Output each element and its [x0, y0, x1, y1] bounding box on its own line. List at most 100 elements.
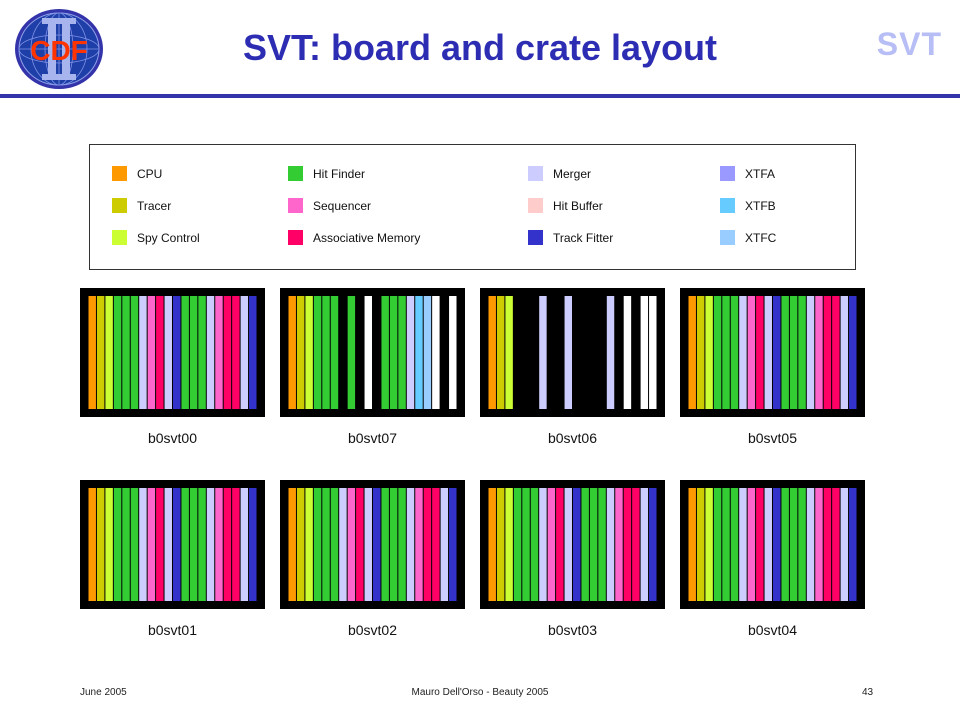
page-number: 43 [862, 687, 874, 698]
board-slot [130, 488, 139, 601]
board-slot [606, 296, 615, 409]
board-slot [232, 296, 240, 409]
legend-label: XTFC [745, 230, 777, 245]
board-slot [623, 296, 632, 409]
board-slot [798, 488, 806, 601]
board-slot [356, 488, 364, 601]
board-slot [623, 488, 632, 601]
legend-item: XTFA [720, 166, 775, 181]
legend-label: XTFB [745, 198, 776, 213]
board-slot [696, 488, 705, 601]
board-slot [347, 296, 356, 409]
board-slot [113, 488, 122, 601]
legend-label: Spy Control [137, 230, 200, 245]
board-slot [522, 296, 530, 409]
board-slot [539, 296, 547, 409]
board-slot [240, 296, 249, 409]
board-slot [564, 296, 572, 409]
board-slot [373, 296, 381, 409]
board-slot [164, 488, 172, 601]
crate-label: b0svt03 [547, 622, 598, 638]
board-slot [815, 488, 823, 601]
board-slot [632, 296, 640, 409]
board-slot [232, 488, 240, 601]
board-slot [449, 296, 457, 409]
board-slot [322, 296, 330, 409]
board-slot [339, 488, 347, 601]
board-slot [288, 296, 296, 409]
board-slot [573, 488, 581, 601]
board-slot [381, 296, 389, 409]
board-slot [505, 488, 513, 601]
board-slot [406, 296, 415, 409]
board-slot [88, 296, 96, 409]
board-slot [389, 488, 398, 601]
board-slot [313, 296, 322, 409]
board-slot [96, 488, 105, 601]
board-slot [773, 488, 781, 601]
board-slot [513, 488, 522, 601]
board-slot [330, 296, 339, 409]
legend-item: Merger [528, 166, 591, 181]
board-slot [189, 488, 198, 601]
crate-slots [288, 296, 457, 409]
board-slot [440, 296, 449, 409]
board-slot [530, 488, 539, 601]
legend-swatch [288, 166, 303, 181]
crate-label: b0svt05 [747, 430, 798, 446]
legend-swatch [528, 198, 543, 213]
crate-label: b0svt00 [147, 430, 198, 446]
footer-date: June 2005 [80, 687, 127, 698]
crate-slots [288, 488, 457, 601]
board-slot [105, 488, 113, 601]
board-slot [330, 488, 339, 601]
board-slot [713, 488, 722, 601]
board-slot [206, 488, 215, 601]
crate-slots [688, 488, 857, 601]
board-slot [756, 296, 764, 409]
crate-b0svt03 [480, 480, 665, 609]
legend-label: Merger [553, 166, 592, 181]
board-slot [789, 296, 798, 409]
board-slot [139, 296, 147, 409]
legend-item: Hit Finder [288, 166, 365, 181]
board-slot [398, 488, 406, 601]
board-slot [398, 296, 406, 409]
cdf-logo: CDF [15, 9, 103, 89]
board-slot [781, 296, 789, 409]
board-slot [440, 488, 449, 601]
board-slot [581, 296, 589, 409]
board-slot [606, 488, 615, 601]
board-slot [415, 296, 423, 409]
legend-item: XTFC [720, 230, 776, 245]
board-slot [832, 296, 840, 409]
board-slot [505, 296, 513, 409]
board-slot [296, 296, 305, 409]
board-slot [122, 488, 130, 601]
legend-swatch [288, 198, 303, 213]
legend-label: Track Fitter [553, 230, 614, 245]
board-slot [130, 296, 139, 409]
board-slot [747, 296, 756, 409]
board-slot [547, 488, 556, 601]
legend-label: Associative Memory [313, 230, 421, 245]
legend-label: Hit Finder [313, 166, 366, 181]
legend-label: CPU [137, 166, 163, 181]
legend-swatch [720, 230, 735, 245]
board-slot [113, 296, 122, 409]
board-slot [423, 296, 432, 409]
crate-label: b0svt06 [547, 430, 598, 446]
board-slot [432, 296, 440, 409]
board-slot [215, 296, 223, 409]
crate-b0svt00 [80, 288, 265, 417]
footer-author: Mauro Dell'Orso - Beauty 2005 [411, 687, 549, 698]
board-slot [522, 488, 530, 601]
legend-swatch [720, 166, 735, 181]
board-slot [806, 296, 815, 409]
board-slot [773, 296, 781, 409]
legend-swatch [720, 198, 735, 213]
board-slot [688, 488, 696, 601]
corner-label: SVT [876, 26, 942, 62]
board-slot [530, 296, 539, 409]
legend-item: Sequencer [288, 198, 371, 213]
